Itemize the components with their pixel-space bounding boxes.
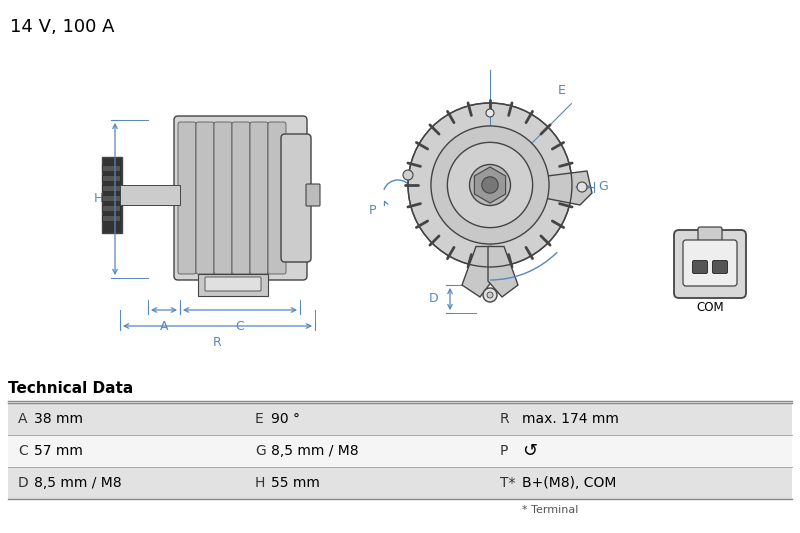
Polygon shape	[102, 215, 120, 221]
FancyBboxPatch shape	[683, 240, 737, 286]
Polygon shape	[198, 274, 268, 296]
Circle shape	[431, 126, 549, 244]
FancyBboxPatch shape	[306, 184, 320, 206]
FancyBboxPatch shape	[250, 122, 268, 274]
Polygon shape	[102, 165, 120, 171]
Text: 14 V, 100 A: 14 V, 100 A	[10, 18, 114, 36]
Text: * Terminal: * Terminal	[522, 505, 578, 515]
Text: Technical Data: Technical Data	[8, 381, 134, 396]
Circle shape	[447, 142, 533, 228]
Text: E: E	[255, 412, 264, 426]
FancyBboxPatch shape	[174, 116, 307, 280]
Text: 90 °: 90 °	[271, 412, 300, 426]
Text: G: G	[598, 181, 608, 193]
Text: G: G	[255, 444, 266, 458]
Text: R: R	[500, 412, 510, 426]
Circle shape	[482, 177, 498, 193]
FancyBboxPatch shape	[268, 122, 286, 274]
FancyBboxPatch shape	[674, 230, 746, 298]
Circle shape	[483, 288, 497, 302]
Text: D: D	[18, 476, 29, 490]
Text: H: H	[94, 192, 103, 206]
Text: P: P	[500, 444, 508, 458]
Polygon shape	[102, 185, 120, 191]
Text: COM: COM	[696, 301, 724, 314]
Text: 8,5 mm / M8: 8,5 mm / M8	[34, 476, 122, 490]
Text: H: H	[255, 476, 266, 490]
Text: 55 mm: 55 mm	[271, 476, 320, 490]
Circle shape	[408, 103, 572, 267]
Circle shape	[403, 170, 413, 180]
FancyBboxPatch shape	[698, 227, 722, 241]
Text: ↺: ↺	[522, 442, 537, 460]
Circle shape	[486, 109, 494, 117]
Text: max. 174 mm: max. 174 mm	[522, 412, 619, 426]
Polygon shape	[102, 195, 120, 201]
Polygon shape	[488, 246, 518, 297]
FancyBboxPatch shape	[693, 261, 707, 273]
Bar	[8, 435, 792, 467]
FancyBboxPatch shape	[196, 122, 214, 274]
Text: 57 mm: 57 mm	[34, 444, 83, 458]
Text: A: A	[160, 320, 168, 333]
FancyBboxPatch shape	[232, 122, 250, 274]
Text: D: D	[428, 293, 438, 305]
Text: E: E	[558, 84, 566, 97]
Polygon shape	[102, 175, 120, 181]
FancyBboxPatch shape	[713, 261, 727, 273]
Bar	[8, 467, 792, 499]
Polygon shape	[462, 246, 492, 297]
Polygon shape	[539, 171, 592, 205]
Circle shape	[577, 182, 587, 192]
Text: C: C	[18, 444, 28, 458]
Polygon shape	[474, 167, 506, 203]
Text: 8,5 mm / M8: 8,5 mm / M8	[271, 444, 358, 458]
Bar	[8, 403, 792, 435]
Text: 38 mm: 38 mm	[34, 412, 83, 426]
Polygon shape	[120, 185, 180, 205]
FancyBboxPatch shape	[178, 122, 196, 274]
Text: B+(M8), COM: B+(M8), COM	[522, 476, 616, 490]
FancyBboxPatch shape	[281, 134, 311, 262]
FancyBboxPatch shape	[102, 157, 122, 233]
FancyBboxPatch shape	[205, 277, 261, 291]
Circle shape	[470, 165, 510, 206]
Text: P: P	[369, 204, 376, 216]
Text: C: C	[236, 320, 244, 333]
Text: R: R	[213, 336, 222, 349]
Text: T*: T*	[500, 476, 515, 490]
FancyBboxPatch shape	[214, 122, 232, 274]
Circle shape	[487, 292, 493, 298]
Polygon shape	[102, 205, 120, 211]
Text: A: A	[18, 412, 27, 426]
